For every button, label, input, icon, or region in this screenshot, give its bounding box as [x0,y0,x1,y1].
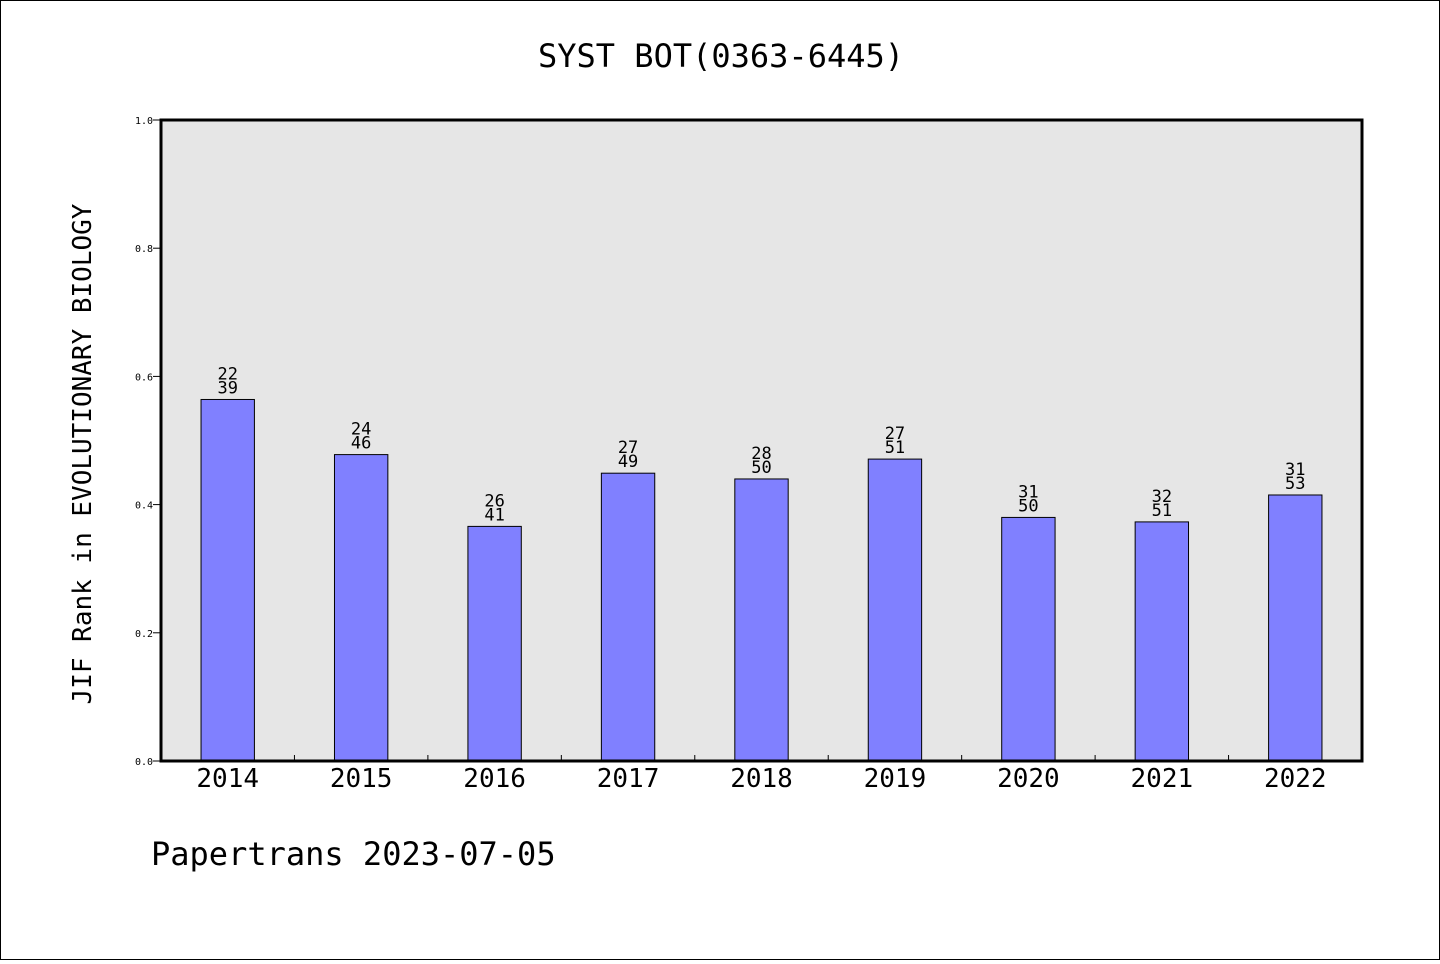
y-tick-label: 0.8 [135,244,153,255]
bar-total-label: 51 [1152,501,1172,521]
bar-rank-label: 22 [217,364,237,384]
y-tick-label: 0.0 [135,757,153,768]
x-tick-label: 2014 [196,764,259,794]
bar-2022 [1268,494,1323,762]
chart-title: SYST BOT(0363-6445) [538,37,904,75]
y-tick-label: 0.2 [135,629,153,640]
bar-2020 [1001,516,1056,762]
bar-rank-label: 28 [751,444,771,464]
y-axis-ticks: 0.0 0.2 0.4 0.6 0.8 1.0 [135,116,161,768]
x-tick-label: 2018 [730,764,793,794]
x-tick-label: 2017 [597,764,660,794]
footer-credit: Papertrans 2023-07-05 [151,835,556,873]
bar-total-label: 49 [618,452,638,472]
bar-total-label: 41 [484,505,504,525]
bar-rank-label: 31 [1018,482,1038,502]
bar-total-label: 50 [1018,496,1038,516]
x-tick-label: 2019 [864,764,927,794]
x-tick-label: 2016 [463,764,526,794]
bar-2014 [200,398,255,762]
y-tick-label: 0.6 [135,372,153,383]
bar-total-label: 39 [217,378,237,398]
x-tick-label: 2022 [1264,764,1327,794]
x-tick-label: 2020 [997,764,1060,794]
bars [200,398,1323,762]
bar-2019 [867,458,923,762]
bar-2016 [467,525,522,762]
bar-2021 [1134,521,1190,762]
x-tick-label: 2021 [1131,764,1194,794]
bar-2017 [600,472,656,762]
x-axis-labels: 2014 2015 2016 2017 2018 2019 2020 2021 2022 [196,764,1326,794]
bar-rank-label: 31 [1285,460,1305,480]
bar-total-label: 51 [885,438,905,458]
bar-rank-label: 32 [1152,487,1172,507]
bar-2015 [333,454,389,762]
y-tick-label: 0.4 [135,501,153,512]
bar-rank-label: 24 [351,420,371,440]
plot-border [159,118,1364,763]
bar-rank-label: 26 [484,491,504,511]
bar-total-label: 53 [1285,474,1305,494]
bar-rank-label: 27 [618,438,638,458]
bar-total-label: 46 [351,434,371,454]
bar-rank-label: 27 [885,424,905,444]
bar-total-label: 50 [751,458,771,478]
y-axis-label: JIF Rank in EVOLUTIONARY BIOLOGY [68,203,98,704]
bar-2018 [734,478,789,762]
x-tick-label: 2015 [330,764,393,794]
y-tick-label: 1.0 [135,116,153,127]
